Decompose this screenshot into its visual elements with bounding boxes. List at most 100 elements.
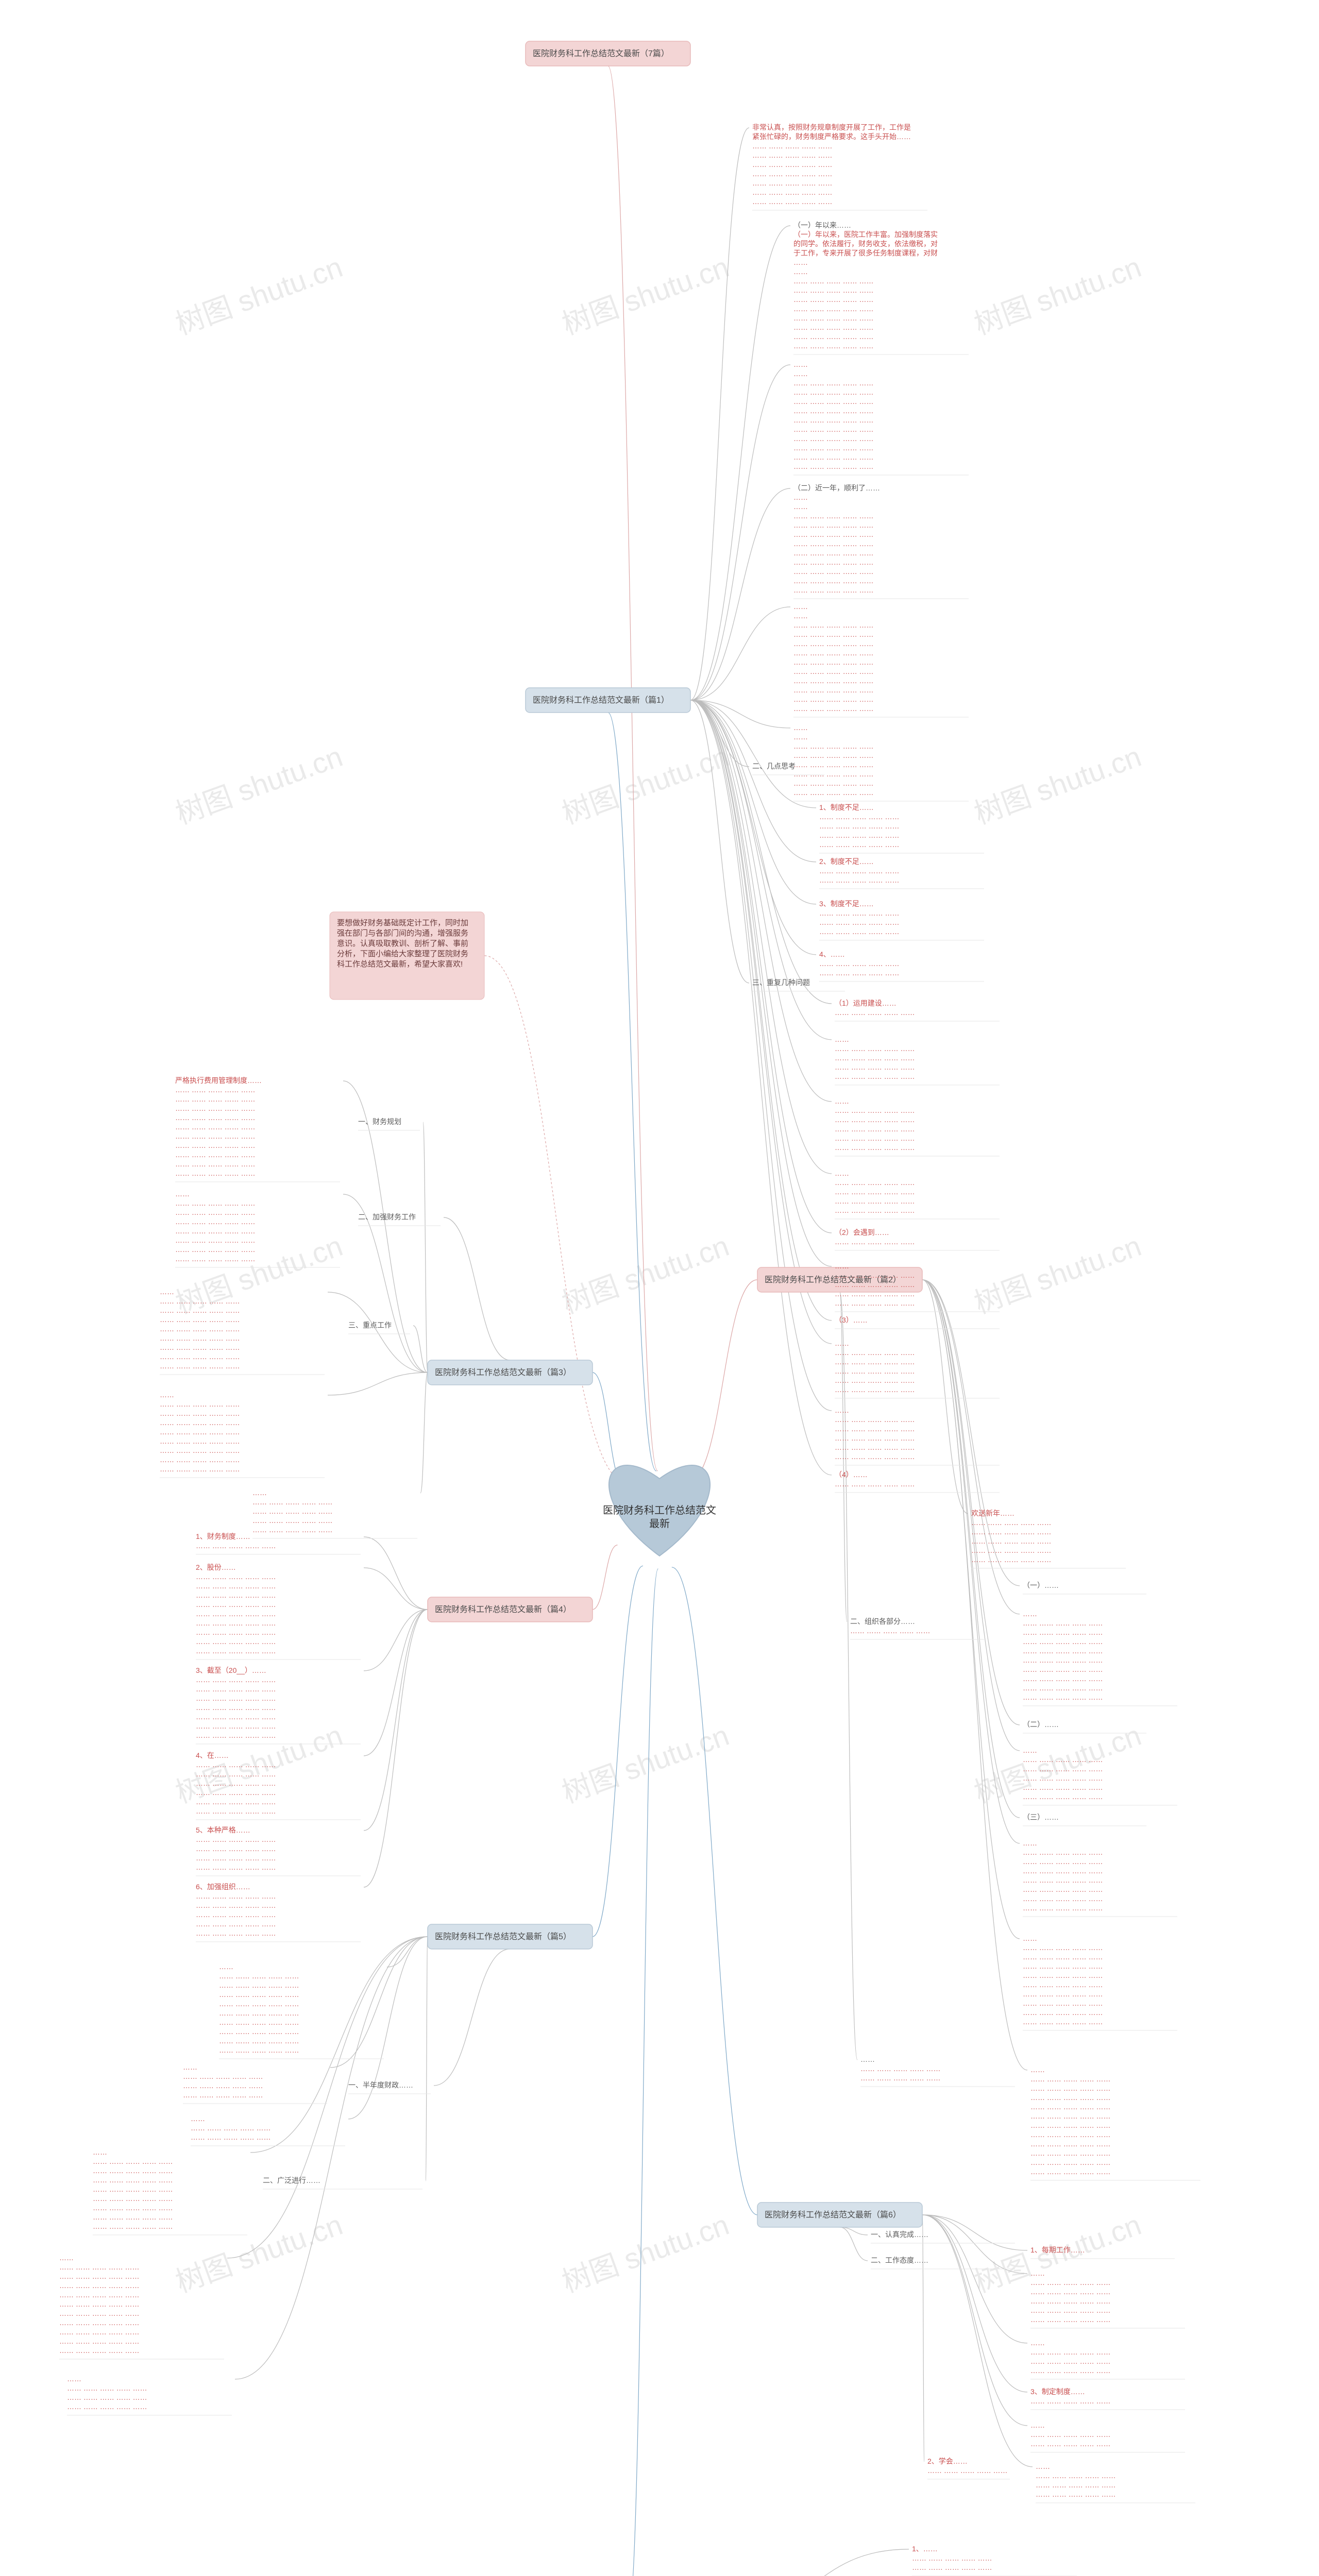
leaf-text: （一）…… — [1023, 1581, 1059, 1589]
leaf-text: 二、广泛进行…… — [263, 2176, 320, 2184]
leaf-node: ………… …… …… …… ………… …… …… …… ………… …… …… …… — [175, 1190, 340, 1267]
chapter-label: 医院财务科工作总结范文最新（篇1） — [533, 696, 669, 705]
leaf-node: ………… …… …… …… ………… …… …… …… ………… …… …… …… — [1036, 2462, 1195, 2503]
watermark-text: 树图 shutu.cn — [558, 250, 733, 341]
leaf-node: ………… …… …… …… ………… …… …… …… ………… …… …… …… — [67, 2375, 232, 2415]
leaf-text: 1、每期工作…… — [1030, 2246, 1085, 2254]
leaf-text: ………… …… …… …… ………… …… …… …… ………… …… …… …… — [160, 1391, 240, 1473]
branch-link — [364, 1609, 428, 1831]
branch-link — [922, 2215, 1027, 2426]
leaf-text: ………… …… …… …… ………… …… …… …… ………… …… …… …… — [1030, 2269, 1111, 2324]
branch-link — [608, 713, 656, 1471]
branch-link — [711, 2549, 909, 2576]
branch-link — [423, 1122, 428, 1372]
leaf-node: 1、制度不足………… …… …… …… ………… …… …… …… ………… …… — [819, 803, 984, 853]
branch-link — [922, 2215, 924, 2462]
leaf-text: ………… …… …… …… ………… …… …… …… ………… …… …… …… — [835, 1035, 915, 1080]
leaf-text: ………… …… …… …… ………… …… …… …… ………… …… …… …… — [835, 1406, 915, 1461]
branch-link — [690, 700, 832, 1411]
leaf-node: 非常认真，按照财务规章制度开展了工作，工作是紧张忙碌的，财务制度严格要求。这手头… — [752, 123, 927, 210]
leaf-node: ………… …… …… …… ………… …… …… …… …… — [191, 2114, 345, 2146]
chapter-label: 医院财务科工作总结范文最新（篇4） — [435, 1605, 571, 1614]
leaf-node: ………… …… …… …… ………… …… …… …… ………… …… …… …… — [219, 1962, 384, 2059]
leaf-node: 一、财务规划 — [358, 1117, 420, 1130]
leaf-text: （二）…… — [1023, 1720, 1059, 1728]
leaf-node: ……………… …… …… …… ………… …… …… …… ………… …… ……… — [793, 360, 969, 475]
leaf-node: ……………… …… …… …… ………… …… …… …… ………… …… ……… — [793, 602, 969, 717]
leaf-node: （三）…… — [1023, 1813, 1146, 1826]
leaf-text: 2、股份………… …… …… …… ………… …… …… …… ………… …… … — [196, 1563, 276, 1655]
leaf-node: 二、广泛进行…… — [263, 2176, 422, 2189]
branch-link — [328, 1292, 428, 1372]
branch-link — [690, 128, 749, 700]
leaf-node: （二）…… — [1023, 1720, 1146, 1733]
leaf-node: （一）年以来……（一）年以来，医院工作丰富。加强制度落实的同学。依法履行，财务收… — [793, 221, 969, 354]
leaf-node: 3、制度不足………… …… …… …… ………… …… …… …… ………… …… — [819, 900, 984, 940]
leaf-text: 一、财务规划 — [358, 1117, 401, 1126]
intro-link — [484, 956, 629, 1484]
leaf-text: ……………… …… …… …… ………… …… …… …… ………… …… ……… — [793, 602, 874, 713]
intro-text: 要想做好财务基础既定计工作，同时加强在部门与各部门间的沟通，增强服务意识。认真吸… — [337, 919, 468, 969]
watermark-text: 树图 shutu.cn — [558, 2208, 733, 2298]
watermark-text: 树图 shutu.cn — [970, 740, 1145, 830]
leaf-node: ………… …… …… …… ………… …… …… …… ………… …… …… …… — [160, 1287, 325, 1375]
leaf-node: ………… …… …… …… ………… …… …… …… …… — [860, 2055, 1015, 2087]
leaf-node: ………… …… …… …… ………… …… …… …… ………… …… …… …… — [93, 2148, 247, 2235]
leaf-text: 二、组织各部分………… …… …… …… …… — [850, 1617, 931, 1635]
leaf-text: ………… …… …… …… ………… …… …… …… ………… …… …… …… — [1030, 2065, 1111, 2176]
leaf-text: ………… …… …… …… ………… …… …… …… ………… …… …… …… — [175, 1190, 256, 1263]
leaf-text: ………… …… …… …… ………… …… …… …… ………… …… …… …… — [1030, 2338, 1111, 2375]
leaf-text: ………… …… …… …… ………… …… …… …… ………… …… …… …… — [219, 1962, 299, 2054]
branch-link — [689, 1280, 757, 1481]
leaf-text: （3）…… — [835, 1316, 868, 1324]
branch-link — [593, 1545, 618, 1609]
leaf-node: ………… …… …… …… ………… …… …… …… ………… …… …… …… — [183, 2063, 327, 2104]
leaf-text: ………… …… …… …… ………… …… …… …… ………… …… …… …… — [1023, 1934, 1103, 2026]
leaf-text: 严格执行费用管理制度………… …… …… …… ………… …… …… …… ……… — [175, 1076, 262, 1177]
leaf-node: 一、半年度财政…… — [348, 2081, 431, 2094]
leaf-text: ………… …… …… …… ………… …… …… …… ………… …… …… …… — [835, 1169, 915, 1214]
leaf-node: ………… …… …… …… ………… …… …… …… ………… …… …… …… — [160, 1391, 325, 1478]
branch-link — [922, 1280, 1020, 1725]
leaf-node: 三、重复几种问题 — [752, 978, 845, 991]
branch-link — [672, 1567, 757, 2215]
leaf-text: 1、财务制度………… …… …… …… …… — [196, 1532, 276, 1550]
leaf-node: 1、财务制度………… …… …… …… …… — [196, 1532, 361, 1554]
chapter-label: 医院财务科工作总结范文最新（7篇） — [533, 49, 669, 58]
branch-link — [364, 1537, 428, 1609]
leaf-text: 3、制定制度………… …… …… …… …… — [1030, 2387, 1111, 2405]
leaf-node: ………… …… …… …… ………… …… …… …… ………… …… …… …… — [835, 1339, 1000, 1398]
leaf-node: ……………… …… …… …… ………… …… …… …… ………… …… ……… — [793, 723, 969, 801]
branch-link — [364, 1568, 428, 1609]
watermark-text: 树图 shutu.cn — [172, 740, 347, 830]
leaf-text: 欢送新年………… …… …… …… ………… …… …… …… ………… …… … — [971, 1509, 1052, 1564]
leaf-node: （1）运用建设………… …… …… …… …… — [835, 999, 1000, 1021]
branch-link — [690, 700, 749, 983]
leaf-node: 三、重点工作 — [348, 1321, 410, 1334]
branch-link — [840, 2227, 868, 2261]
leaf-text: ………… …… …… …… ………… …… …… …… ………… …… …… …… — [252, 1488, 333, 1534]
leaf-text: ……………… …… …… …… ………… …… …… …… ………… …… ……… — [793, 360, 874, 470]
branch-link — [328, 1372, 428, 1395]
leaf-node: 1、………… …… …… …… ………… …… …… …… …… — [912, 2545, 1077, 2576]
branch-link — [420, 1372, 428, 1493]
leaf-node: ………… …… …… …… ………… …… …… …… ………… …… …… …… — [59, 2253, 224, 2359]
leaf-node: ………… …… …… …… ………… …… …… …… …… — [1030, 2421, 1185, 2452]
branch-link — [330, 1937, 428, 2067]
leaf-node: ………… …… …… …… ………… …… …… …… ………… …… …… …… — [835, 1169, 1000, 1219]
leaf-text: 二、工作态度…… — [871, 2256, 928, 2264]
leaf-node: 2、学会………… …… …… …… …… — [927, 2457, 1010, 2479]
leaf-text: 1、………… …… …… …… ………… …… …… …… …… — [912, 2545, 992, 2571]
leaf-node: 5、本种严格………… …… …… …… ………… …… …… …… ………… …… — [196, 1826, 361, 1876]
leaf-text: 非常认真，按照财务规章制度开展了工作，工作是紧张忙碌的，财务制度严格要求。这手头… — [752, 123, 911, 206]
leaf-text: ………… …… …… …… ………… …… …… …… ………… …… …… …… — [160, 1287, 240, 1370]
leaf-node: 3、截至（20__）………… …… …… …… ………… …… …… …… ……… — [196, 1666, 361, 1744]
leaf-text: ……………… …… …… …… ………… …… …… …… ………… …… ……… — [793, 723, 874, 796]
chapter-label: 医院财务科工作总结范文最新（篇3） — [435, 1368, 571, 1377]
leaf-node: 4、………… …… …… …… ………… …… …… …… …… — [819, 950, 984, 981]
leaf-text: （一）年以来……（一）年以来，医院工作丰富。加强制度落实的同学。依法履行，财务收… — [793, 221, 938, 350]
root-title-2: 最新 — [649, 1518, 670, 1530]
chapter-label: 医院财务科工作总结范文最新（篇6） — [765, 2210, 901, 2219]
leaf-node: ………… …… …… …… ………… …… …… …… ………… …… …… …… — [1023, 1934, 1177, 2030]
leaf-text: ………… …… …… …… ………… …… …… …… ………… …… …… …… — [59, 2253, 140, 2354]
